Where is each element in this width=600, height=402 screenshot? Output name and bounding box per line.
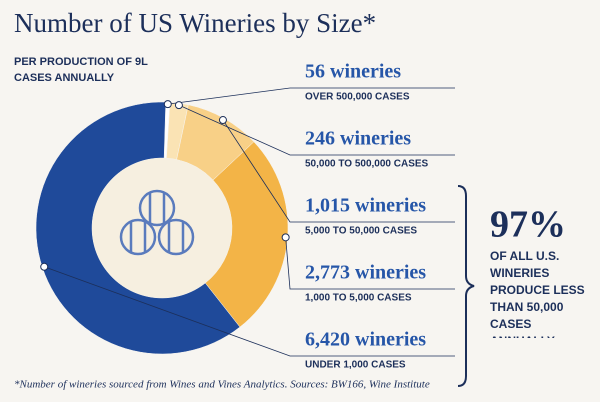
leader-line bbox=[285, 237, 455, 290]
category-label: 50,000 TO 500,000 CASES bbox=[305, 159, 429, 170]
leader-line bbox=[178, 104, 455, 156]
category-label: 1,000 TO 5,000 CASES bbox=[305, 293, 412, 304]
value-label: 2,773 wineries bbox=[305, 262, 426, 284]
value-label: 56 wineries bbox=[305, 61, 401, 83]
leader-line bbox=[44, 266, 455, 357]
leader-line bbox=[222, 119, 455, 223]
category-label: UNDER 1,000 CASES bbox=[305, 360, 406, 371]
chart-title: Number of US Wineries by Size* bbox=[14, 8, 376, 38]
leader-dot bbox=[163, 100, 172, 109]
subtitle: PER PRODUCTION OF 9L CASES ANNUALLY bbox=[14, 56, 148, 84]
value-label: 6,420 wineries bbox=[305, 329, 426, 351]
leader-dot bbox=[40, 262, 49, 271]
leader-dot bbox=[218, 116, 227, 125]
annotation-box: OF ALL U.S. WINERIES PRODUCE LESS THAN 5… bbox=[490, 249, 585, 338]
barrel-icon bbox=[119, 189, 195, 256]
annotation-headline: 97% bbox=[490, 204, 566, 246]
annotation-text: OF ALL U.S. WINERIES PRODUCE LESS THAN 5… bbox=[490, 249, 585, 338]
value-label: 1,015 wineries bbox=[305, 195, 426, 217]
leader-line bbox=[167, 87, 455, 105]
leader-dot bbox=[174, 101, 183, 110]
subtitle-box: PER PRODUCTION OF 9L CASES ANNUALLY bbox=[14, 56, 148, 84]
category-label: OVER 500,000 CASES bbox=[305, 92, 410, 103]
category-label: 5,000 TO 50,000 CASES bbox=[305, 226, 417, 237]
value-label: 246 wineries bbox=[305, 128, 411, 150]
bracket bbox=[457, 185, 475, 387]
footnote: *Number of wineries sourced from Wines a… bbox=[14, 379, 430, 391]
leader-dot bbox=[281, 233, 290, 242]
